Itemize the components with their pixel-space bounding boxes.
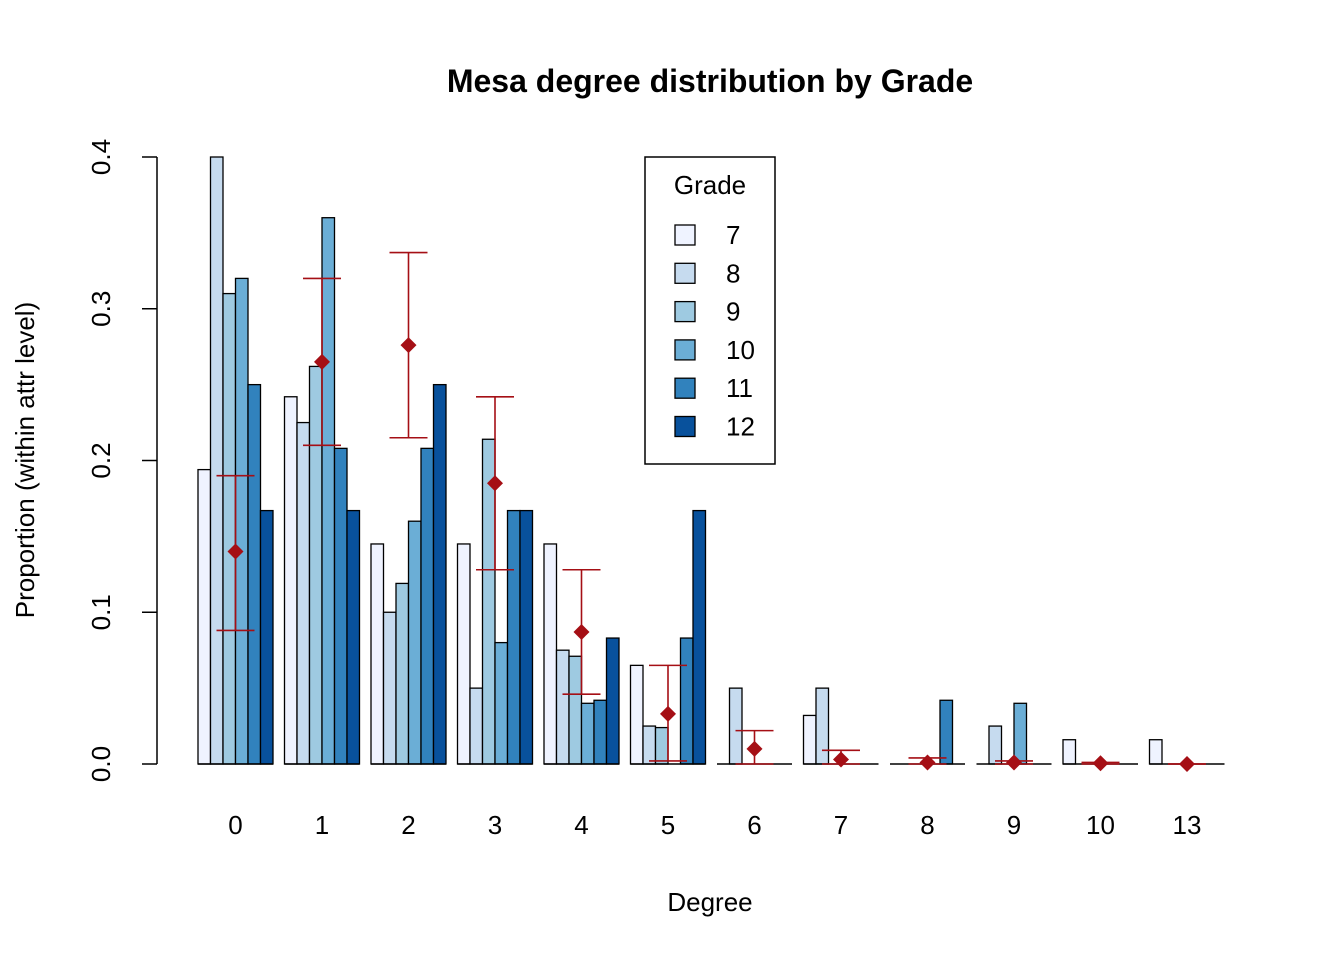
- bar-degree-0-grade-9: [222, 292, 237, 765]
- x-tick-label: 10: [1086, 810, 1115, 840]
- y-axis-label: Proportion (within attr level): [10, 302, 40, 618]
- x-tick-label: 1: [315, 810, 329, 840]
- expected-mean-marker: [314, 353, 330, 370]
- bar-degree-3-grade-7: [456, 543, 471, 765]
- bar-degree-5-grade-7: [629, 664, 644, 765]
- bar-degree-9-grade-10: [1013, 702, 1028, 765]
- expected-mean-marker: [833, 751, 849, 768]
- bar-degree-0-grade-7: [197, 468, 212, 765]
- bar-degree-4-grade-7: [543, 543, 558, 765]
- legend-label-11: 11: [726, 373, 753, 403]
- x-tick-label: 9: [1007, 810, 1021, 840]
- expected-mean-marker: [573, 623, 590, 640]
- legend-swatch-12: [674, 415, 696, 438]
- expected-mean-marker: [400, 337, 417, 354]
- bar-degree-3-grade-12: [519, 509, 534, 765]
- legend-swatch-8: [674, 262, 696, 284]
- bar-degree-5-grade-11: [679, 637, 694, 765]
- bar-degree-9-grade-8: [988, 725, 1003, 765]
- legend: Grade 7 8 9 10 11 12: [644, 156, 776, 465]
- expected-mean-marker: [919, 754, 936, 771]
- bar-degree-4-grade-8: [555, 649, 570, 765]
- bar-degree-4-grade-9: [568, 655, 583, 765]
- bar-degree-7-grade-7: [802, 714, 817, 765]
- expected-errorbars-layer: [216, 251, 1206, 772]
- chart-title: Mesa degree distribution by Grade: [447, 63, 973, 99]
- bar-degree-0-grade-10: [234, 277, 249, 765]
- bar-degree-1-grade-7: [283, 396, 298, 765]
- y-tick-label: 0.0: [86, 746, 116, 782]
- legend-items: 7 8 9 10 11 12: [674, 220, 755, 442]
- x-tick-label: 7: [834, 810, 848, 840]
- bar-degree-7-grade-8: [815, 687, 830, 765]
- legend-swatch-11: [674, 377, 696, 399]
- bar-degree-4-grade-10: [580, 702, 595, 765]
- legend-label-7: 7: [726, 220, 740, 250]
- y-axis: 0.0 0.1 0.2 0.3 0.4: [86, 139, 158, 782]
- bars-layer: [197, 156, 1163, 765]
- bar-degree-0-grade-12: [259, 509, 274, 765]
- bar-degree-2-grade-12: [432, 383, 447, 765]
- bar-degree-2-grade-10: [407, 520, 422, 765]
- expected-mean-marker: [227, 543, 244, 560]
- bar-degree-5-grade-12: [692, 509, 707, 765]
- bar-degree-2-grade-9: [395, 582, 410, 765]
- y-tick-label: 0.3: [86, 291, 116, 327]
- bar-degree-3-grade-11: [506, 509, 521, 765]
- bar-degree-5-grade-9: [654, 726, 669, 765]
- legend-swatch-7: [674, 224, 696, 246]
- legend-swatch-9: [674, 300, 696, 323]
- bar-degree-6-grade-8: [728, 687, 743, 765]
- legend-label-10: 10: [726, 335, 755, 365]
- y-tick-label: 0.1: [86, 594, 116, 630]
- legend-title: Grade: [674, 170, 746, 200]
- x-tick-label: 4: [574, 810, 588, 840]
- x-tick-label: 8: [920, 810, 934, 840]
- x-axis-label: Degree: [667, 887, 752, 917]
- legend-swatch-10: [674, 339, 696, 361]
- x-tick-label: 5: [661, 810, 675, 840]
- bar-degree-2-grade-8: [382, 611, 397, 765]
- bar-degree-2-grade-7: [370, 543, 385, 765]
- legend-label-9: 9: [726, 297, 740, 327]
- x-tick-label: 0: [228, 810, 242, 840]
- bar-degree-3-grade-10: [494, 641, 509, 765]
- bar-degree-8-grade-11: [939, 699, 954, 765]
- expected-mean-marker: [1092, 755, 1109, 772]
- bar-degree-0-grade-8: [209, 156, 224, 765]
- bar-degree-2-grade-11: [420, 447, 435, 765]
- x-tick-label: 13: [1173, 810, 1202, 840]
- expected-mean-marker: [660, 705, 676, 722]
- bar-degree-1-grade-11: [333, 447, 348, 765]
- x-tick-label: 3: [488, 810, 502, 840]
- x-tick-label: 2: [401, 810, 415, 840]
- bar-degree-1-grade-8: [296, 421, 311, 765]
- expected-mean-marker: [487, 475, 503, 492]
- legend-box: [644, 156, 776, 465]
- x-tick-labels: 0 1 2 3 4 5 6 7 8 9 10 13: [228, 810, 1201, 840]
- bar-degree-4-grade-11: [593, 699, 608, 765]
- legend-label-8: 8: [726, 258, 740, 288]
- bar-degree-1-grade-9: [308, 365, 323, 765]
- bar-degree-5-grade-8: [642, 725, 657, 765]
- bar-degree-13-grade-7: [1148, 739, 1163, 765]
- y-tick-label: 0.4: [86, 139, 116, 175]
- expected-mean-marker: [1179, 756, 1195, 772]
- bar-degree-3-grade-8: [469, 687, 484, 765]
- bar-degree-1-grade-12: [346, 509, 361, 765]
- bar-degree-4-grade-12: [605, 637, 620, 765]
- bar-degree-0-grade-11: [247, 383, 262, 765]
- y-tick-label: 0.2: [86, 442, 116, 478]
- bar-degree-1-grade-10: [321, 217, 336, 765]
- expected-mean-marker: [746, 740, 763, 757]
- expected-mean-marker: [1006, 754, 1022, 771]
- bar-degree-10-grade-7: [1062, 739, 1077, 765]
- x-tick-label: 6: [747, 810, 761, 840]
- legend-label-12: 12: [726, 412, 755, 442]
